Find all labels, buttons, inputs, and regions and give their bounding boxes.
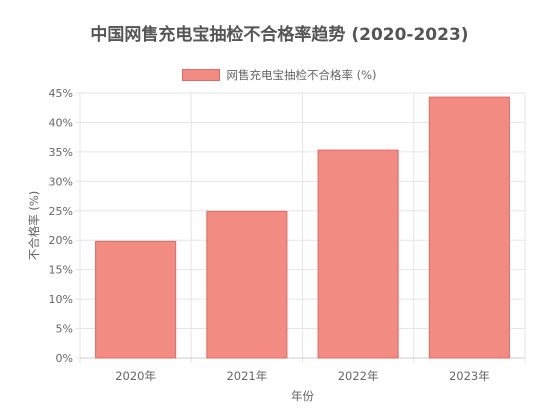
- x-tick-label: 2021年: [226, 369, 267, 383]
- y-tick-label: 30%: [49, 175, 73, 188]
- x-axis-title: 年份: [291, 389, 314, 403]
- chart-title: 中国网售充电宝抽检不合格率趋势 (2020-2023): [90, 25, 469, 45]
- x-tick-label: 2023年: [449, 369, 490, 383]
- y-tick-label: 35%: [49, 146, 73, 159]
- y-tick-label: 0%: [56, 352, 73, 365]
- legend-label: 网售充电宝抽检不合格率 (%): [226, 68, 377, 82]
- y-axis-title: 不合格率 (%): [27, 191, 41, 261]
- y-tick-label: 10%: [49, 293, 73, 306]
- y-tick-label: 45%: [49, 87, 73, 100]
- bar-3: [428, 96, 510, 359]
- y-tick-label: 5%: [56, 323, 73, 336]
- bar-0: [95, 240, 177, 359]
- y-tick-label: 25%: [49, 205, 73, 218]
- y-tick-label: 15%: [49, 264, 73, 277]
- x-tick-label: 2020年: [115, 369, 156, 383]
- y-tick-label: 20%: [49, 234, 73, 247]
- bar-2: [317, 149, 399, 359]
- legend[interactable]: 网售充电宝抽检不合格率 (%): [0, 67, 559, 83]
- legend-swatch: [182, 69, 221, 81]
- bar-1: [206, 210, 288, 359]
- y-tick-label: 40%: [49, 116, 73, 129]
- x-tick-label: 2022年: [338, 369, 379, 383]
